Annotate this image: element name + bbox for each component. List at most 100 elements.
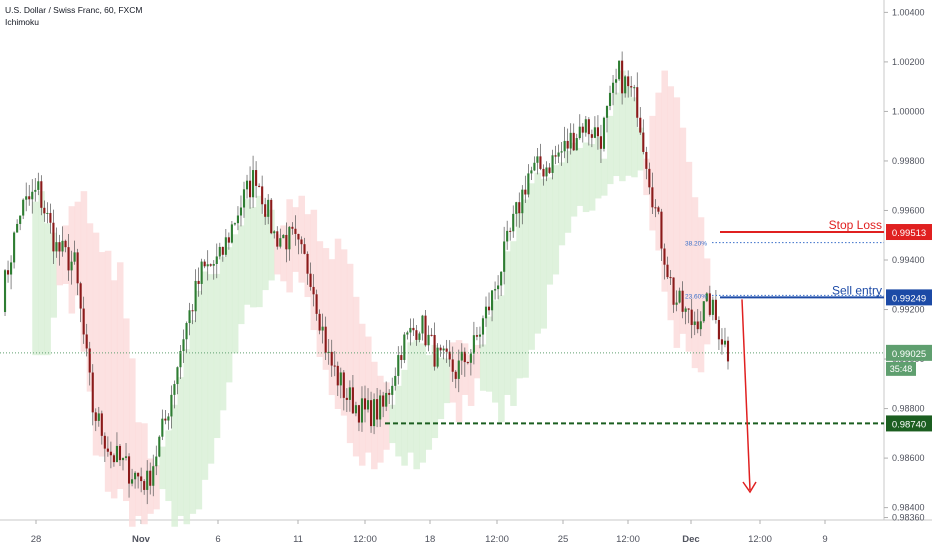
cloud-bear-segment [322,248,330,370]
candle-bull [515,202,518,214]
candle-bear [369,400,373,427]
cloud-bull-segment [552,165,560,275]
candle-bull [521,189,524,214]
candle-bull [472,335,475,354]
candle-bull [557,152,560,157]
candle-bear [433,334,436,367]
candle-bear [100,413,103,436]
cloud-bear-segment [697,217,705,373]
candle-bull [267,199,270,217]
candle-bear [318,313,321,331]
candle-bear [82,308,85,335]
candle-bull [527,173,530,195]
y-tick-label: 1.00200 [892,57,925,67]
candle-bull [560,151,563,153]
candle-bear [351,387,354,414]
candle-bear [140,476,143,482]
candle-bear [52,222,55,252]
y-tick-label: 0.99400 [892,255,925,265]
candle-bear [669,277,672,279]
y-tick-label: 0.98600 [892,453,925,463]
cloud-bear-segment [86,223,94,392]
candle-bull [206,264,209,267]
cloud-bull-segment [244,199,251,305]
cloud-bull-segment [32,201,39,356]
candle-bear [300,239,303,245]
candle-bull [55,242,58,252]
candle-bull [575,138,578,151]
candle-bull [13,232,16,263]
candle-bull [212,263,215,266]
cloud-bull-segment [401,369,408,466]
cloud-bull-segment [516,212,523,379]
candle-bull [239,207,243,216]
cloud-bull-segment [250,207,257,308]
cloud-bull-segment [389,404,396,444]
cloud-bull-segment [498,295,505,423]
candle-bear [291,226,294,229]
candle-bear [630,86,633,88]
cloud-bull-segment [594,137,602,199]
candle-bull [279,238,282,247]
candle-bear [363,398,367,410]
candle-bear [297,233,300,240]
candle-bear [518,202,521,214]
candle-bear [548,167,551,173]
candle-bear [276,231,279,247]
candle-bear [49,212,52,223]
candle-bear [312,286,315,295]
cloud-bear-segment [661,70,668,292]
candle-bull [242,189,246,208]
countdown-label: 35:48 [890,364,913,374]
candle-bull [436,347,439,367]
candle-bear [76,252,79,284]
candle-bull [218,246,221,257]
cloud-bull-segment [262,214,269,291]
candle-bull [394,375,397,386]
candle-bull [121,457,125,461]
candle-bear [430,334,433,336]
candle-bull [618,60,621,80]
candle-bear [681,290,684,312]
candle-bear [285,234,288,250]
candle-bull [131,479,134,484]
candle-bear [451,359,454,372]
candle-bull [327,351,330,353]
cloud-bull-segment [637,127,644,171]
candle-bear [85,334,88,349]
current-price-tag [886,344,932,361]
cloud-bull-segment [492,300,499,403]
candle-bull [170,394,173,417]
cloud-bear-segment [274,234,281,275]
cloud-bull-segment [534,172,541,334]
candle-bull [354,405,357,414]
cloud-bull-segment [219,256,227,411]
candle-bear [149,470,152,486]
x-tick-label: 28 [31,534,42,545]
cloud-bear-segment [280,225,287,282]
candle-bull [188,310,191,324]
cloud-bull-segment [407,342,414,453]
candle-bear [64,240,67,248]
cloud-bull-segment [183,349,191,525]
candle-bull [236,215,240,224]
cloud-bull-segment [443,358,451,404]
candle-bear [388,392,391,395]
candle-bull [185,323,188,340]
candle-bear [639,117,642,133]
cloud-bull-segment [207,274,215,464]
candle-bull [584,119,587,133]
x-tick-label: 12:00 [485,534,509,545]
candle-bear [330,351,333,366]
cloud-bear-segment [104,250,112,492]
candle-bull [500,271,503,286]
cloud-bull-segment [600,158,608,196]
cloud-bull-segment [268,209,275,281]
candle-bear [539,156,542,169]
candle-bull [22,199,25,216]
candle-bull [194,280,197,312]
cloud-bull-segment [44,223,51,356]
candle-bear [645,151,648,169]
